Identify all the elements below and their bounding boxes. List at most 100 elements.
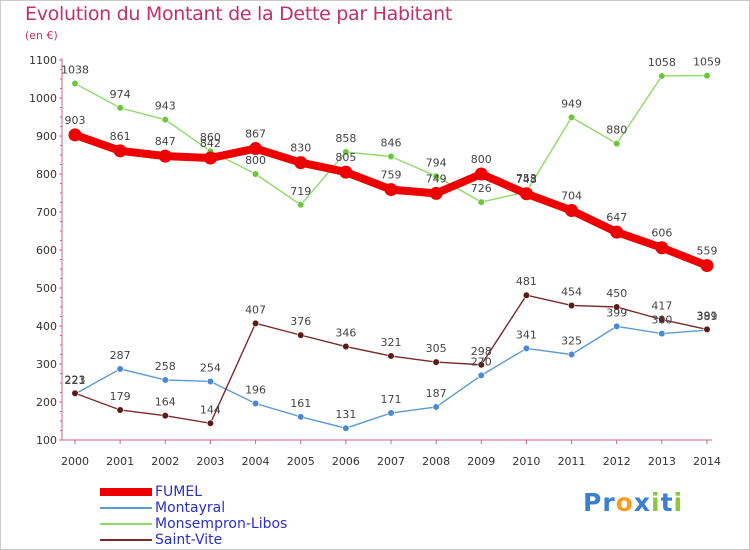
y-tick-label: 100 — [36, 434, 57, 447]
logo-letter: t — [660, 488, 674, 517]
x-tick-label: 2011 — [558, 455, 586, 468]
point-fumel — [249, 142, 263, 156]
legend-label-monsempron-libos: Monsempron-Libos — [155, 516, 288, 532]
point-fumel — [565, 203, 579, 217]
point-fumel — [158, 149, 172, 163]
data-label-montayral: 380 — [651, 314, 672, 327]
point-montayral — [567, 350, 576, 359]
point-saint-vite — [567, 301, 576, 310]
data-label-montayral: 389 — [697, 310, 718, 323]
point-saint-vite — [206, 419, 215, 427]
point-saint-vite — [71, 389, 79, 397]
point-saint-vite — [613, 303, 621, 311]
data-label-monsempron-libos: 860 — [200, 131, 221, 144]
data-label-saint-vite: 417 — [651, 300, 672, 313]
data-label-montayral: 131 — [335, 408, 356, 421]
point-fumel — [519, 187, 533, 201]
line-chart: 100 200 300 400 500 600 700 800 900 1000 1100 2000 2… — [29, 54, 721, 468]
data-label-montayral: 171 — [381, 393, 402, 406]
data-label-fumel: 830 — [290, 142, 311, 155]
x-tick-label: 2002 — [151, 455, 179, 468]
data-label-monsempron-libos: 726 — [471, 182, 492, 195]
point-monsempron-libos — [567, 113, 576, 121]
point-montayral — [206, 377, 215, 386]
data-label-fumel: 805 — [335, 151, 356, 164]
logo-letter: r — [602, 488, 616, 517]
point-fumel — [113, 144, 127, 158]
data-label-saint-vite: 179 — [110, 390, 131, 403]
data-label-monsempron-libos: 846 — [381, 137, 402, 150]
x-tick-label: 2010 — [512, 455, 540, 468]
data-label-monsempron-libos: 1038 — [61, 64, 89, 77]
point-monsempron-libos — [342, 148, 350, 156]
y-tick-label: 1000 — [29, 92, 57, 105]
data-label-saint-vite: 346 — [335, 327, 356, 340]
data-label-saint-vite: 407 — [245, 303, 266, 316]
data-label-montayral: 196 — [245, 384, 266, 397]
point-monsempron-libos — [297, 201, 305, 209]
data-label-fumel: 748 — [516, 173, 537, 186]
point-montayral — [161, 376, 169, 384]
point-fumel — [474, 167, 488, 181]
data-label-montayral: 187 — [426, 387, 447, 400]
point-montayral — [522, 344, 531, 353]
x-tick-label: 2014 — [693, 455, 721, 468]
data-label-monsempron-libos: 943 — [155, 100, 176, 113]
y-tick-label: 700 — [36, 206, 57, 219]
legend-item-monsempron-libos: Monsempron-Libos — [100, 516, 360, 532]
point-montayral — [251, 399, 260, 408]
data-label-montayral: 221 — [65, 374, 86, 387]
data-label-montayral: 254 — [200, 361, 221, 374]
point-monsempron-libos — [613, 140, 621, 148]
data-label-monsempron-libos: 949 — [561, 97, 582, 110]
point-monsempron-libos — [251, 170, 260, 178]
proxiti-logo: Proxiti — [583, 488, 683, 517]
point-saint-vite — [251, 319, 260, 327]
point-fumel — [384, 183, 398, 197]
point-fumel — [610, 225, 624, 239]
point-monsempron-libos — [703, 71, 711, 80]
x-tick-label: 2013 — [648, 455, 676, 468]
legend-swatch-saint-vite — [100, 539, 152, 541]
data-label-monsempron-libos: 1059 — [693, 56, 721, 69]
data-label-monsempron-libos: 719 — [290, 185, 311, 198]
point-monsempron-libos — [116, 104, 124, 112]
data-label-saint-vite: 164 — [155, 396, 176, 409]
data-label-fumel: 847 — [155, 135, 176, 148]
data-label-fumel: 559 — [697, 245, 718, 258]
y-tick-label: 200 — [36, 396, 57, 409]
x-tick-label: 2004 — [242, 455, 270, 468]
point-saint-vite — [161, 412, 169, 420]
data-label-monsempron-libos: 794 — [426, 156, 447, 169]
x-tick-label: 2000 — [61, 455, 89, 468]
point-saint-vite — [116, 406, 124, 414]
x-tick-label: 2005 — [287, 455, 315, 468]
point-monsempron-libos — [477, 198, 485, 206]
point-montayral — [432, 403, 440, 411]
point-saint-vite — [342, 342, 350, 351]
y-tick-label: 500 — [36, 282, 57, 295]
data-label-saint-vite: 298 — [471, 345, 492, 358]
logo-letter: i — [673, 488, 684, 517]
data-label-saint-vite: 481 — [516, 275, 537, 288]
point-fumel — [294, 156, 308, 170]
data-label-monsempron-libos: 974 — [110, 88, 131, 101]
data-label-fumel: 903 — [65, 114, 86, 127]
x-tick-label: 2007 — [377, 455, 405, 468]
y-tick-label: 1100 — [29, 54, 57, 67]
data-label-montayral: 399 — [606, 306, 627, 319]
logo-letter: P — [583, 488, 603, 517]
data-label-fumel: 800 — [471, 153, 492, 166]
point-monsempron-libos — [387, 152, 395, 161]
point-montayral — [297, 413, 305, 421]
data-label-montayral: 325 — [561, 335, 582, 348]
chart-subtitle: (en €) — [25, 29, 58, 42]
point-saint-vite — [432, 358, 440, 366]
y-tick-label: 900 — [36, 130, 57, 143]
legend-swatch-fumel — [100, 488, 152, 496]
data-label-saint-vite: 454 — [561, 285, 582, 298]
point-montayral — [387, 409, 395, 417]
x-tick-label: 2012 — [603, 455, 631, 468]
data-label-monsempron-libos: 753 — [516, 172, 537, 185]
point-montayral — [342, 424, 350, 432]
